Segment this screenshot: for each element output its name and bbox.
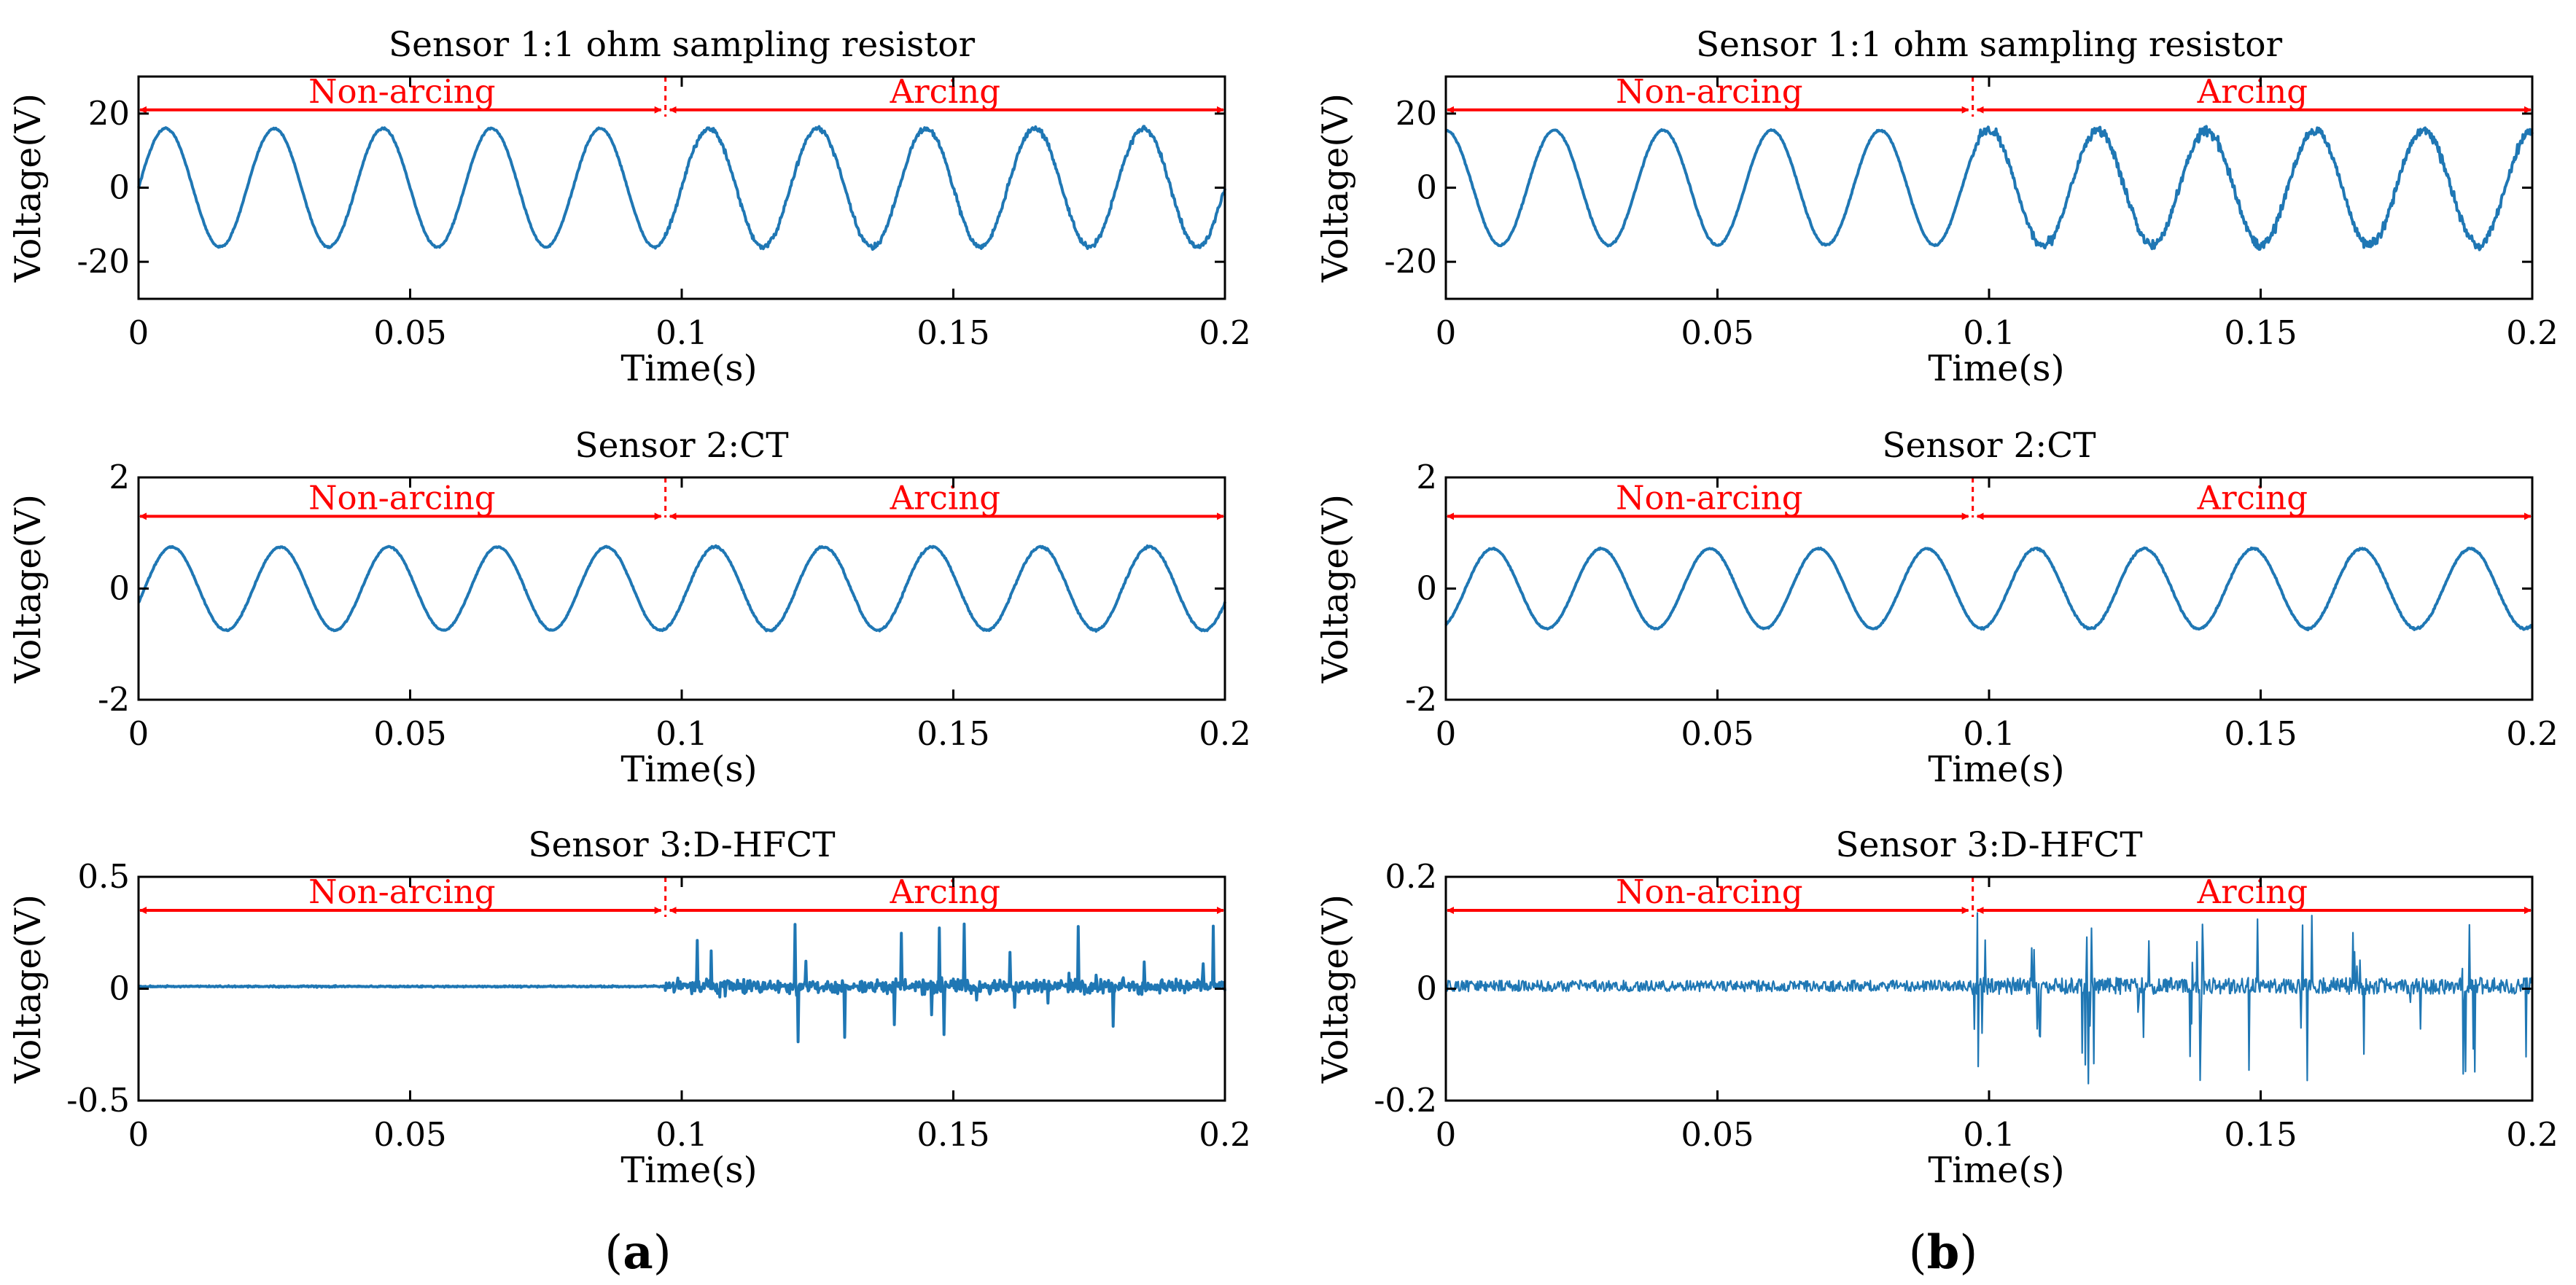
x-tick-label: 0: [1436, 313, 1457, 352]
y-tick-label: -0.2: [1374, 1081, 1437, 1120]
x-tick-label: 0.05: [373, 714, 446, 753]
panel-label-a: (a): [604, 1225, 671, 1280]
chart-title: Sensor 3:D-HFCT: [528, 825, 835, 865]
y-tick-label: -2: [1405, 680, 1437, 719]
x-axis-label: Time(s): [1928, 348, 2064, 389]
y-tick-label: 0: [1416, 168, 1437, 207]
chart-a-1: Sensor 1:1 ohm sampling resistor Non-arci…: [7, 25, 1251, 389]
y-tick-label: 0.2: [1385, 857, 1437, 896]
panel-label-b: (b): [1909, 1225, 1978, 1280]
y-tick-label: -20: [1385, 242, 1437, 281]
region-label-arcing: Arcing: [890, 872, 1000, 911]
chart-b-1: Sensor 1:1 ohm sampling resistor Non-arci…: [1315, 25, 2559, 389]
y-tick-label: 2: [109, 458, 130, 496]
x-tick-label: 0: [128, 1115, 149, 1154]
x-tick-label: 0.2: [1199, 1115, 1251, 1154]
y-tick-label: 0: [1416, 569, 1437, 608]
y-axis-label: Voltage(V): [1315, 93, 1356, 283]
x-tick-label: 0.2: [1199, 714, 1251, 753]
y-tick-label: 0.5: [77, 857, 130, 896]
chart-title: Sensor 2:CT: [1882, 426, 2096, 466]
x-tick-label: 0.1: [655, 714, 708, 753]
y-axis-label: Voltage(V): [7, 494, 49, 684]
x-tick-label: 0.15: [917, 313, 989, 352]
x-tick-label: 0.15: [917, 714, 989, 753]
chart-grid: Sensor 1:1 ohm sampling resistor Non-arci…: [7, 25, 2559, 1191]
x-axis-label: Time(s): [1928, 1149, 2064, 1191]
x-axis-label: Time(s): [620, 348, 757, 389]
signal-trace: [1444, 125, 2534, 251]
x-tick-label: 0: [128, 714, 149, 753]
x-axis-label: Time(s): [620, 1149, 757, 1191]
x-tick-label: 0.15: [917, 1115, 989, 1154]
x-tick-label: 0.15: [2224, 1115, 2297, 1154]
plot-frame: [137, 476, 1226, 701]
region-label-arcing: Arcing: [890, 72, 1000, 111]
y-tick-label: -2: [98, 680, 130, 719]
x-axis-label: Time(s): [620, 749, 757, 790]
chart-title: Sensor 1:1 ohm sampling resistor: [389, 25, 976, 65]
y-tick-label: 20: [88, 94, 130, 133]
y-tick-label: 0: [1416, 969, 1437, 1008]
x-tick-label: 0.1: [655, 1115, 708, 1154]
region-label-arcing: Arcing: [2197, 478, 2308, 517]
region-label-arcing: Arcing: [2197, 872, 2308, 911]
chart-title: Sensor 1:1 ohm sampling resistor: [1696, 25, 2283, 65]
x-tick-label: 0: [1436, 1115, 1457, 1154]
region-label-non-arcing: Non-arcing: [308, 72, 495, 111]
region-label-non-arcing: Non-arcing: [1616, 72, 1802, 111]
y-tick-label: 2: [1416, 458, 1437, 496]
x-tick-label: 0.05: [373, 313, 446, 352]
region-label-non-arcing: Non-arcing: [308, 478, 495, 517]
y-axis-label: Voltage(V): [7, 93, 49, 283]
x-tick-label: 0.1: [655, 313, 708, 352]
y-tick-label: 0: [109, 569, 130, 608]
signal-trace: [137, 544, 1226, 633]
chart-b-3: Sensor 3:D-HFCT Non-arcing Arcing 0 0.05 0.1 0…: [1315, 825, 2559, 1191]
region-label-arcing: Arcing: [890, 478, 1000, 517]
x-tick-label: 0.05: [1681, 1115, 1754, 1154]
x-tick-label: 0.2: [1199, 313, 1251, 352]
x-tick-label: 0.15: [2224, 714, 2297, 753]
signal-trace: [1444, 546, 2534, 632]
x-axis-label: Time(s): [1928, 749, 2064, 790]
x-tick-label: 0.05: [373, 1115, 446, 1154]
x-tick-label: 0: [1436, 714, 1457, 753]
x-tick-label: 0.1: [1963, 714, 2015, 753]
chart-a-2: Sensor 2:CT Non-arcing Arcing 0 0.05 0.1 0.15 0…: [7, 426, 1251, 790]
y-axis-label: Voltage(V): [1315, 894, 1356, 1084]
x-tick-label: 0.2: [2506, 1115, 2559, 1154]
chart-title: Sensor 3:D-HFCT: [1835, 825, 2142, 865]
chart-title: Sensor 2:CT: [575, 426, 788, 466]
plot-frame: [1444, 476, 2534, 701]
x-tick-label: 0.2: [2506, 313, 2559, 352]
x-tick-label: 0.15: [2224, 313, 2297, 352]
y-tick-label: -0.5: [66, 1081, 130, 1120]
x-tick-label: 0.05: [1681, 714, 1754, 753]
y-tick-label: -20: [77, 242, 130, 281]
region-label-non-arcing: Non-arcing: [308, 872, 495, 911]
y-tick-label: 0: [109, 168, 130, 207]
y-tick-label: 20: [1396, 94, 1437, 133]
signal-trace: [137, 125, 1226, 251]
x-tick-label: 0.05: [1681, 313, 1754, 352]
chart-a-3: Sensor 3:D-HFCT Non-arcing Arcing 0 0.05 0.1 0…: [7, 825, 1251, 1191]
x-tick-label: 0.1: [1963, 313, 2015, 352]
x-tick-label: 0.1: [1963, 1115, 2015, 1154]
y-tick-label: 0: [109, 969, 130, 1008]
x-tick-label: 0: [128, 313, 149, 352]
signal-trace: [1444, 912, 2534, 1085]
region-label-non-arcing: Non-arcing: [1616, 478, 1802, 517]
x-tick-label: 0.2: [2506, 714, 2559, 753]
y-axis-label: Voltage(V): [7, 894, 49, 1084]
region-label-arcing: Arcing: [2197, 72, 2308, 111]
chart-b-2: Sensor 2:CT Non-arcing Arcing 0 0.05 0.1 0.15 0…: [1315, 426, 2559, 790]
signal-trace: [137, 922, 1226, 1044]
region-label-non-arcing: Non-arcing: [1616, 872, 1802, 911]
y-axis-label: Voltage(V): [1315, 494, 1356, 684]
